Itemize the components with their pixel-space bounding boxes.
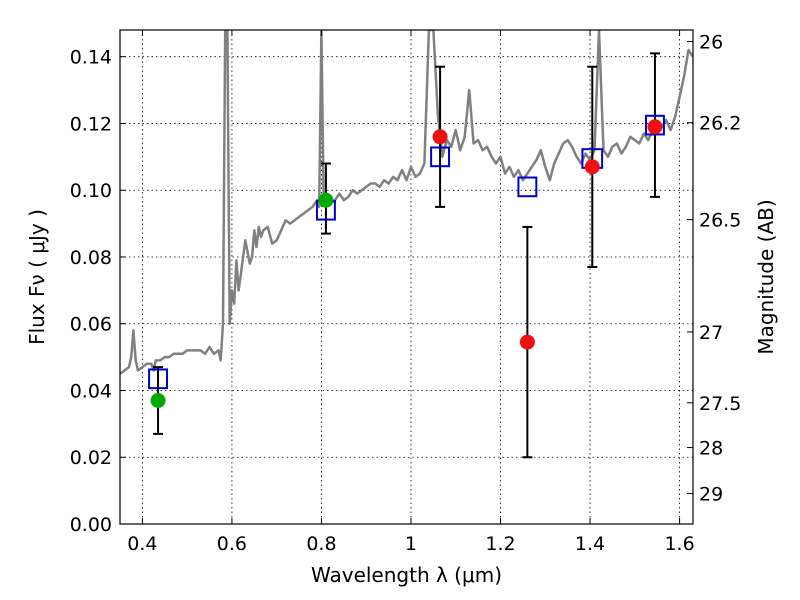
- data-point-circle: [519, 334, 535, 350]
- x-tick-label: 0.4: [127, 533, 157, 555]
- spectrum-line: [120, 30, 693, 375]
- data-markers: [148, 114, 665, 408]
- y-tick-label: 0.14: [70, 47, 112, 69]
- right-tick-label: 26.5: [699, 210, 741, 232]
- y-tick-label: 0.04: [70, 380, 112, 402]
- y-axis-title-right: Magnitude (AB): [754, 199, 778, 354]
- model-square: [644, 114, 665, 136]
- y-tick-label: 0.02: [70, 447, 112, 469]
- y-axis-title-left: Flux Fν ( μJy ): [25, 209, 49, 345]
- y-tick-label: 0.12: [70, 113, 112, 135]
- x-tick-label: 1.2: [485, 533, 515, 555]
- right-tick-label: 26.2: [699, 113, 741, 135]
- plot-frame: [119, 29, 694, 525]
- x-axis-title: Wavelength λ (μm): [311, 563, 502, 587]
- x-tick-label: 0.6: [217, 533, 247, 555]
- data-point-circle: [432, 129, 448, 145]
- model-square: [148, 368, 169, 390]
- model-square: [430, 146, 451, 168]
- data-point-circle: [150, 393, 166, 408]
- data-point-circle: [584, 159, 600, 175]
- x-tick-label: 0.8: [306, 533, 336, 555]
- y-tick-label: 0.08: [70, 247, 112, 269]
- right-tick-label: 27.5: [699, 393, 741, 415]
- right-tick-label: 27: [699, 322, 723, 344]
- right-tick-label: 26: [699, 32, 723, 54]
- model-square: [517, 176, 538, 198]
- y-tick-label: 0.10: [70, 180, 112, 202]
- axis-ticks: 0.4 0.6 0.8 1 1.2 1.4 1.6 0.00 0.02 0.04 0.06 0.08 0…: [70, 30, 741, 555]
- spectrum-series: [120, 30, 693, 375]
- x-tick-label: 1: [405, 533, 417, 555]
- data-point-circle: [318, 192, 334, 208]
- y-tick-label: 0.00: [70, 514, 112, 536]
- y-tick-label: 0.06: [70, 314, 112, 336]
- data-point-circle: [647, 119, 663, 135]
- right-tick-label: 28: [699, 438, 723, 460]
- x-tick-label: 1.6: [664, 533, 694, 555]
- x-tick-label: 1.4: [575, 533, 605, 555]
- right-tick-label: 29: [699, 484, 723, 506]
